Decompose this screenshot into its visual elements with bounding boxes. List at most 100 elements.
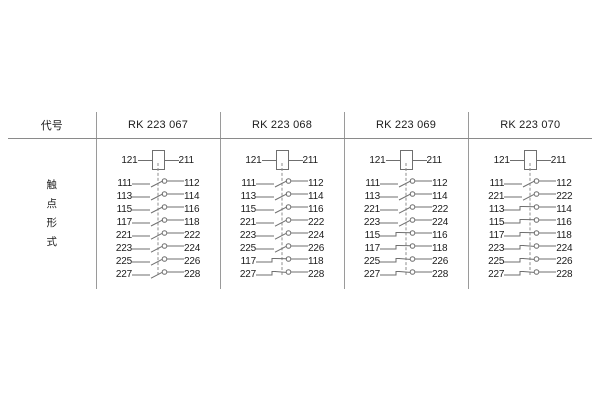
contact-terminal-right: 228 [556,269,573,280]
contact-terminal-right: 222 [432,204,449,215]
contact-symbol-nc-icon [380,190,432,203]
contact-terminal-left: 113 [488,204,505,215]
contact-symbol-no-icon [132,242,184,255]
coil-terminal-left-4: 121 [493,154,510,166]
column-header-relay-1: RK 223 067 [95,112,220,139]
coil-terminal-right-3: 211 [426,154,443,166]
contact-row: 225 226 [345,255,468,268]
coil-lead-left-4 [509,159,524,161]
relay-diagram-cell-1: 121 211 111 112 113 114 115 116 117 118 221 222 223 2… [95,138,220,289]
contact-symbol-no-icon [380,203,432,216]
contact-terminal-right: 116 [556,217,572,228]
contact-symbol-nc-icon [380,229,432,242]
relay-coil-row-4: 121 211 [469,139,593,175]
coil-terminal-left-2: 121 [245,154,262,166]
contact-terminal-left: 117 [240,256,257,267]
contact-row: 221 222 [469,190,593,203]
relay-coil-row-3: 121 211 [345,139,468,175]
contact-row: 113 114 [345,190,468,203]
contact-terminal-right: 118 [556,230,572,241]
column-header-relay-4: RK 223 070 [467,112,592,139]
contact-terminal-right: 222 [308,217,325,228]
contact-symbol-nc-icon [380,242,432,255]
relay-diagram-3: 121 211 111 112 113 114 221 222 223 224 115 116 117 1… [345,139,468,289]
contact-symbol-nc-icon [132,216,184,229]
contact-symbol-nc-icon [504,177,557,190]
relay-coil-row-1: 121 211 [97,139,220,175]
contact-terminal-right: 118 [184,217,200,228]
contact-row: 111 112 [469,177,593,190]
contact-row: 221 222 [345,203,468,216]
contact-terminal-right: 112 [432,178,448,189]
contact-row: 111 112 [345,177,468,190]
relay-coil-icon-3 [399,150,413,170]
contact-terminal-left: 223 [488,243,505,254]
contact-terminal-left: 117 [364,243,381,254]
contact-terminal-right: 114 [432,191,448,202]
contact-symbol-no-icon [256,216,308,229]
contact-symbol-no-icon [132,268,184,281]
coil-lead-right-3 [412,159,427,161]
contact-terminal-right: 228 [308,269,325,280]
contact-row: 111 112 [221,177,344,190]
contact-terminal-left: 225 [488,256,505,267]
relay-diagram-cell-3: 121 211 111 112 113 114 221 222 223 224 115 116 117 1… [343,138,468,289]
contact-terminal-left: 115 [240,204,257,215]
coil-terminal-left-3: 121 [369,154,386,166]
contact-terminal-left: 225 [363,256,380,267]
contact-terminal-left: 115 [364,230,381,241]
contact-terminal-right: 116 [308,204,324,215]
coil-lead-right-4 [536,159,551,161]
relay-diagram-1: 121 211 111 112 113 114 115 116 117 118 221 222 223 2… [97,139,220,289]
contact-terminal-right: 226 [184,256,201,267]
contact-terminal-right: 228 [184,269,201,280]
contact-row: 117 118 [469,229,593,242]
contact-row: 227 228 [469,268,593,281]
contact-terminal-right: 222 [184,230,201,241]
contact-terminal-left: 113 [116,191,133,202]
contact-symbol-no-icon [132,255,184,268]
contact-terminal-right: 224 [184,243,201,254]
contact-terminal-left: 113 [240,191,257,202]
contact-symbol-nc-icon [504,203,557,216]
contact-symbol-nc-icon [256,190,308,203]
contact-terminal-left: 221 [488,191,505,202]
contact-terminal-left: 221 [363,204,380,215]
contact-terminal-left: 221 [239,217,256,228]
contact-row: 115 116 [469,216,593,229]
table-header: 代号 RK 223 067 RK 223 068 RK 223 069 RK 2… [8,112,592,139]
contact-symbol-no-icon [256,242,308,255]
contact-row: 117 118 [345,242,468,255]
contact-row: 223 224 [345,216,468,229]
contact-symbol-nc-icon [132,190,184,203]
contact-terminal-right: 228 [432,269,449,280]
contact-terminal-right: 112 [556,178,572,189]
contact-symbol-nc-icon [380,177,432,190]
contact-terminal-right: 226 [556,256,573,267]
contact-symbol-no-icon [504,190,557,203]
contact-row: 221 222 [97,229,220,242]
contact-row: 227 228 [97,268,220,281]
contact-symbol-nc-icon [504,229,557,242]
contact-row: 223 224 [221,229,344,242]
coil-lead-left-2 [261,159,276,161]
contact-symbol-nc-icon [504,216,557,229]
coil-terminal-right-1: 211 [178,154,195,166]
relay-contact-table: 代号 RK 223 067 RK 223 068 RK 223 069 RK 2… [8,112,592,289]
contact-symbol-no-icon [132,229,184,242]
contact-row: 225 226 [221,242,344,255]
contact-symbol-no-icon [380,216,432,229]
contact-stack-1: 111 112 113 114 115 116 117 118 221 222 223 224 225 2… [97,163,220,281]
contact-row: 227 228 [345,268,468,281]
contact-symbol-no-icon [504,255,557,268]
contact-symbol-nc-icon [256,177,308,190]
contact-symbol-no-icon [380,268,432,281]
column-header-relay-2: RK 223 068 [219,112,344,139]
contact-terminal-right: 114 [184,191,200,202]
contact-terminal-right: 118 [432,243,448,254]
contact-terminal-left: 113 [364,191,381,202]
contact-row: 113 114 [97,190,220,203]
contact-terminal-left: 111 [241,178,256,189]
relay-coil-icon-2 [275,150,289,170]
